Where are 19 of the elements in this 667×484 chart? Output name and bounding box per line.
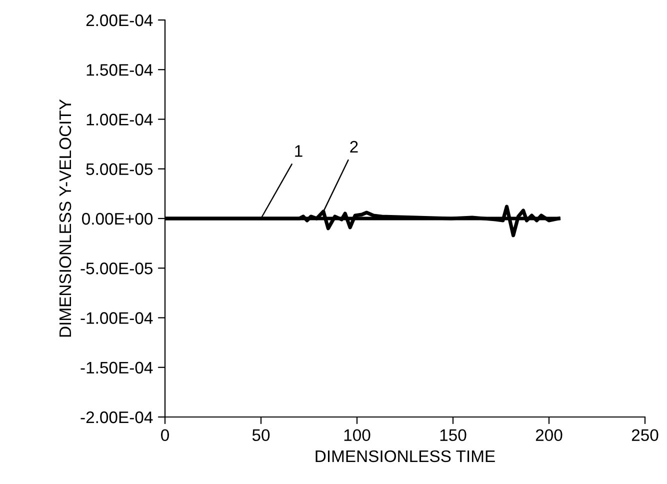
x-tick-label: 0 xyxy=(161,429,169,442)
x-tick-label: 50 xyxy=(252,429,270,442)
x-tick-label: 150 xyxy=(440,429,466,442)
y-tick-label: -1.50E-04 xyxy=(80,362,153,374)
x-axis-title: DIMENSIONLESS TIME xyxy=(316,450,495,462)
y-tick-label: -1.00E-04 xyxy=(80,312,153,324)
y-tick-label: 2.00E-04 xyxy=(86,14,153,26)
y-tick-label: 5.00E-05 xyxy=(86,163,152,176)
y-tick-label: 0.00E+00 xyxy=(82,212,153,225)
y-tick-label: -5.00E-05 xyxy=(80,262,152,274)
x-tick-label: 250 xyxy=(632,429,658,442)
annotation: 2 xyxy=(350,140,358,153)
y-tick-label: -2.00E-04 xyxy=(80,411,153,424)
y-axis-title: DIMENSIONLESS Y-VELOCITY xyxy=(59,99,72,337)
y-tick-label: 1.50E-04 xyxy=(86,64,153,76)
y-tick-label: 1.00E-04 xyxy=(86,114,153,126)
x-tick-label: 100 xyxy=(344,429,370,442)
x-tick-label: 200 xyxy=(536,429,562,442)
annotation: 1 xyxy=(295,145,302,157)
